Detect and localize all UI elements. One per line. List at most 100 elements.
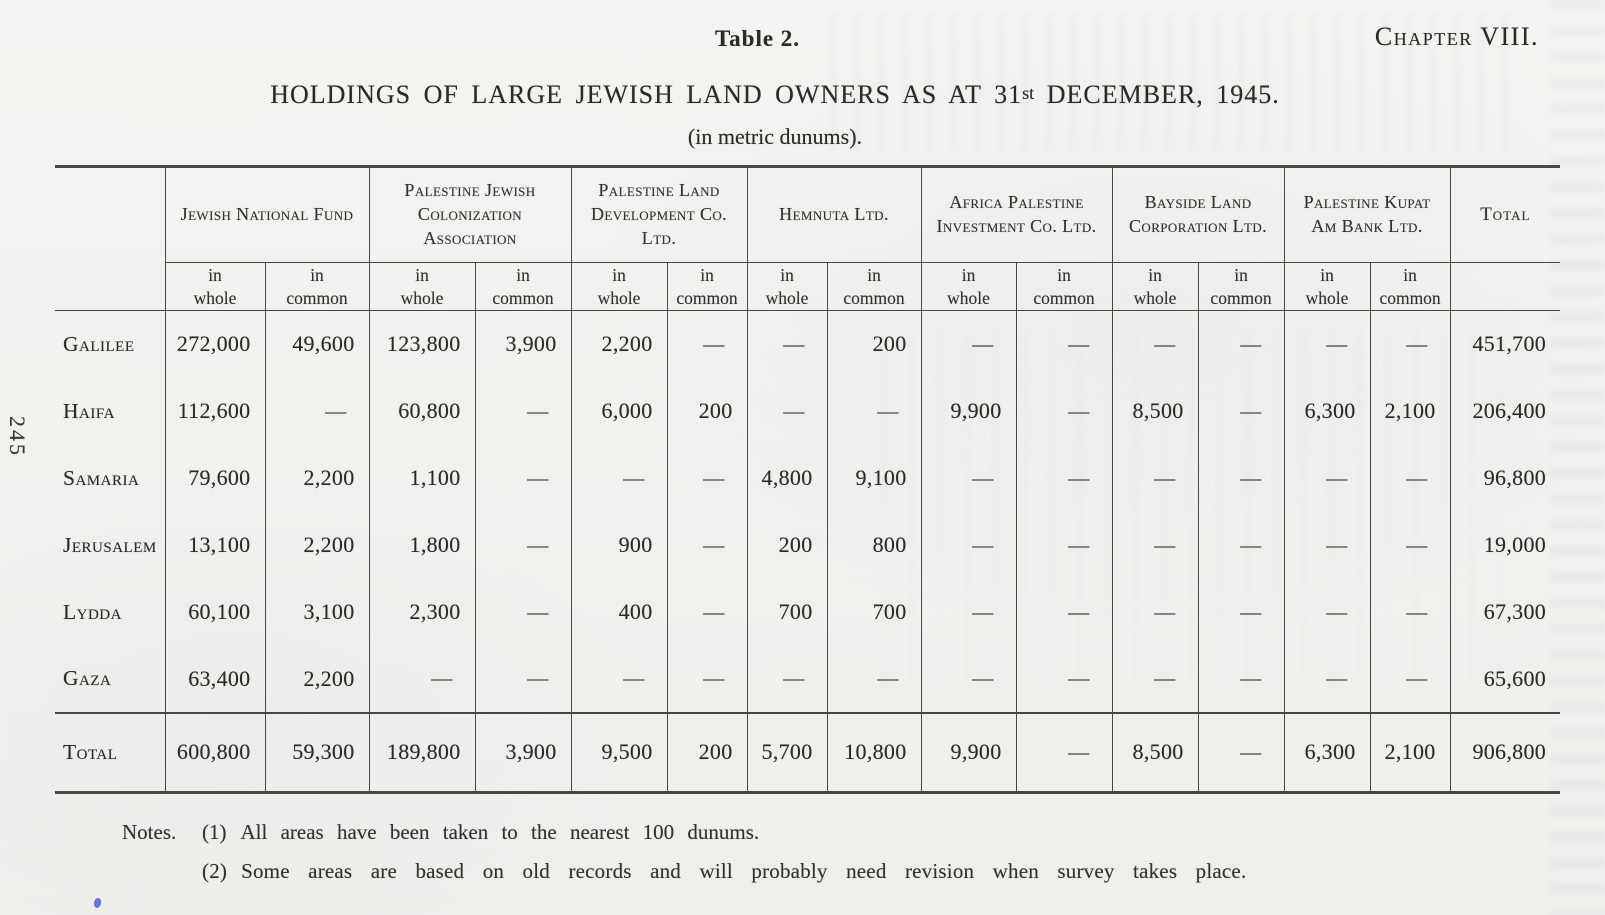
value-cell: 9,900 [920,711,1017,793]
value-cell: 2,100 [1369,377,1451,445]
value-cell: — [826,377,922,445]
value-cell: — [1369,310,1451,378]
row-total-cell: 96,800 [1449,444,1561,512]
value-cell: 6,300 [1283,711,1371,793]
value-cell: — [570,645,668,713]
value-cell: — [1283,511,1371,579]
value-cell: 200 [666,711,748,793]
value-cell: — [1197,310,1285,378]
company-group-header: Palestine Jewish Colonization Associatio… [368,166,572,263]
value-cell: 59,300 [264,711,370,793]
value-cell: 9,900 [920,377,1017,445]
value-cell: — [666,578,748,646]
value-cell: — [1015,711,1113,793]
table-row: Total 600,800 59,300 189,800 3,900 9,500 200 5,… [55,711,1561,793]
value-cell: 9,100 [826,444,922,512]
value-cell: — [368,645,476,713]
value-cell: — [1369,578,1451,646]
row-total-cell: 65,600 [1449,645,1561,713]
value-cell: 1,100 [368,444,476,512]
subheader-in-common: in common [1015,262,1113,311]
value-cell: 4,800 [746,444,828,512]
value-cell: 123,800 [368,310,476,378]
value-cell: — [666,645,748,713]
value-cell: 60,100 [164,578,265,646]
title-text: HOLDINGS OF LARGE JEWISH LAND OWNERS AS … [270,80,1023,109]
notes-section: Notes. (1) All areas have been taken to … [122,820,1246,884]
value-cell: — [920,310,1017,378]
table-row: Gaza 63,400 2,200— — — — — — — — — — — —65,600 [55,645,1561,713]
value-cell: 60,800 [368,377,476,445]
subheader-in-whole: in whole [746,262,828,311]
value-cell: 189,800 [368,711,476,793]
value-cell: 400 [570,578,668,646]
value-cell: 112,600 [164,377,265,445]
value-cell: — [666,511,748,579]
value-cell: — [1015,444,1113,512]
note-text: Some areas are based on old records and … [241,859,1247,883]
value-cell: 49,600 [264,310,370,378]
title-text: DECEMBER, 1945. [1034,80,1280,109]
company-group-header: Bayside Land Corporation Ltd. [1111,166,1285,263]
value-cell: 13,100 [164,511,265,579]
company-group-header: Jewish National Fund [164,166,370,263]
table-row: Jerusalem 13,100 2,200 1,800—900—200 800— — — —… [55,511,1561,579]
value-cell: — [1283,578,1371,646]
row-total-cell: 206,400 [1449,377,1561,445]
value-cell: — [1369,511,1451,579]
company-group-header: Hemnuta Ltd. [746,166,922,263]
subheader-in-whole: in whole [920,262,1017,311]
value-cell: — [474,377,572,445]
subheader-in-whole: in whole [164,262,265,311]
value-cell: — [474,645,572,713]
region-cell: Total [55,711,165,793]
value-cell: 2,300 [368,578,476,646]
note-line: Notes. (1) All areas have been taken to … [122,820,1246,845]
value-cell: 3,900 [474,711,572,793]
value-cell: — [1197,377,1285,445]
value-cell: 79,600 [164,444,265,512]
chapter-heading: Chapter VIII. [1374,22,1539,51]
value-cell: — [1197,444,1285,512]
value-cell: — [1015,310,1113,378]
value-cell: — [746,377,828,445]
value-cell: 200 [666,377,748,445]
value-cell: — [1111,511,1199,579]
value-cell: — [1283,310,1371,378]
value-cell: — [474,578,572,646]
value-cell: — [1197,578,1285,646]
value-cell: — [1369,444,1451,512]
row-total-cell: 67,300 [1449,578,1561,646]
region-cell: Gaza [63,666,112,690]
total-subheader-spacer [1449,262,1561,311]
value-cell: — [666,444,748,512]
value-cell: 6,300 [1283,377,1371,445]
company-group-header: Palestine Land Development Co. Ltd. [570,166,748,263]
region-cell: Lydda [63,599,122,624]
value-cell: — [1283,444,1371,512]
value-cell: — [1197,711,1285,793]
value-cell: — [1369,645,1451,713]
region-cell: Jerusalem [63,532,157,557]
subheader-in-common: in common [666,262,748,311]
region-cell: Galilee [63,331,135,356]
value-cell: 2,100 [1369,711,1451,793]
table-row: Samaria 79,600 2,200 1,100— — —4,800 9,100— — — —… [55,444,1561,512]
value-cell: — [920,645,1017,713]
row-total-cell: 906,800 [1449,711,1561,793]
value-cell: 2,200 [264,645,370,713]
region-column-header [55,166,165,311]
value-cell: — [1015,511,1113,579]
value-cell: 700 [746,578,828,646]
holdings-table-wrapper: Jewish National Fund Palestine Jewish Col… [55,165,1561,794]
value-cell: 600,800 [164,711,265,793]
subheader-in-whole: in whole [570,262,668,311]
value-cell: — [1111,578,1199,646]
value-cell: — [1197,511,1285,579]
value-cell: — [1111,310,1199,378]
value-cell: — [474,511,572,579]
ink-speck-decoration [92,897,103,909]
value-cell: — [1015,578,1113,646]
value-cell: — [1197,645,1285,713]
